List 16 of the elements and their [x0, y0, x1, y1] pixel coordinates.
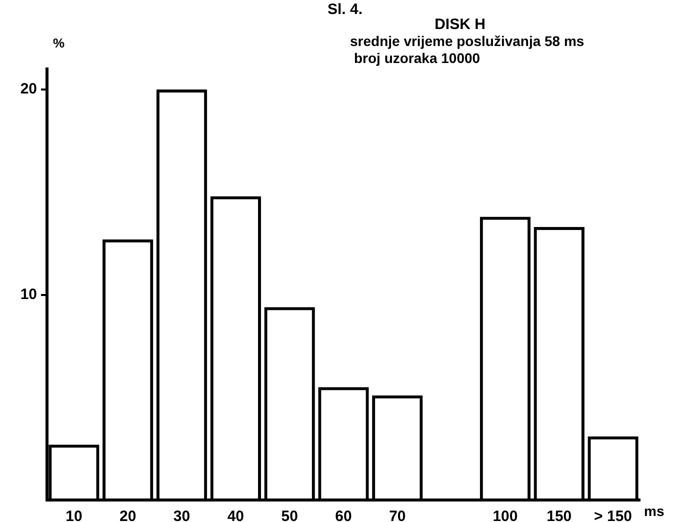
- x-tick-label: 40: [227, 508, 244, 522]
- x-tick-label: 100: [492, 508, 518, 522]
- x-tick-label: 70: [389, 508, 406, 522]
- x-axis-title: ms: [644, 502, 664, 519]
- chart-title: Sl. 4.: [327, 1, 363, 18]
- text: srednje vrijeme posluživanja 58 ms: [350, 32, 584, 49]
- y-axis-title: %: [53, 36, 65, 51]
- chart-subtitle: DISK H: [434, 16, 486, 34]
- x-tick-label: 50: [281, 508, 298, 522]
- x-tick-label: > 150: [594, 508, 632, 522]
- x-tick-label: 150: [546, 508, 572, 522]
- text: broj uzoraka 10000: [354, 50, 480, 66]
- x-tick-label: 60: [335, 508, 352, 522]
- x-tick-label: 30: [173, 508, 190, 522]
- x-tick-label: 10: [66, 508, 82, 522]
- x-tick-label: 20: [120, 508, 136, 522]
